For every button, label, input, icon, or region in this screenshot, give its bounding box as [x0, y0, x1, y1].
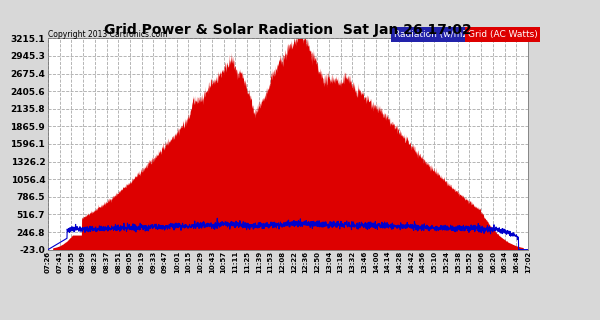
- Title: Grid Power & Solar Radiation  Sat Jan 26 17:02: Grid Power & Solar Radiation Sat Jan 26 …: [104, 23, 472, 37]
- Text: Radiation (w/m2): Radiation (w/m2): [394, 30, 471, 39]
- Text: Grid (AC Watts): Grid (AC Watts): [468, 30, 538, 39]
- Text: Copyright 2013 Cartronics.com: Copyright 2013 Cartronics.com: [48, 30, 167, 39]
